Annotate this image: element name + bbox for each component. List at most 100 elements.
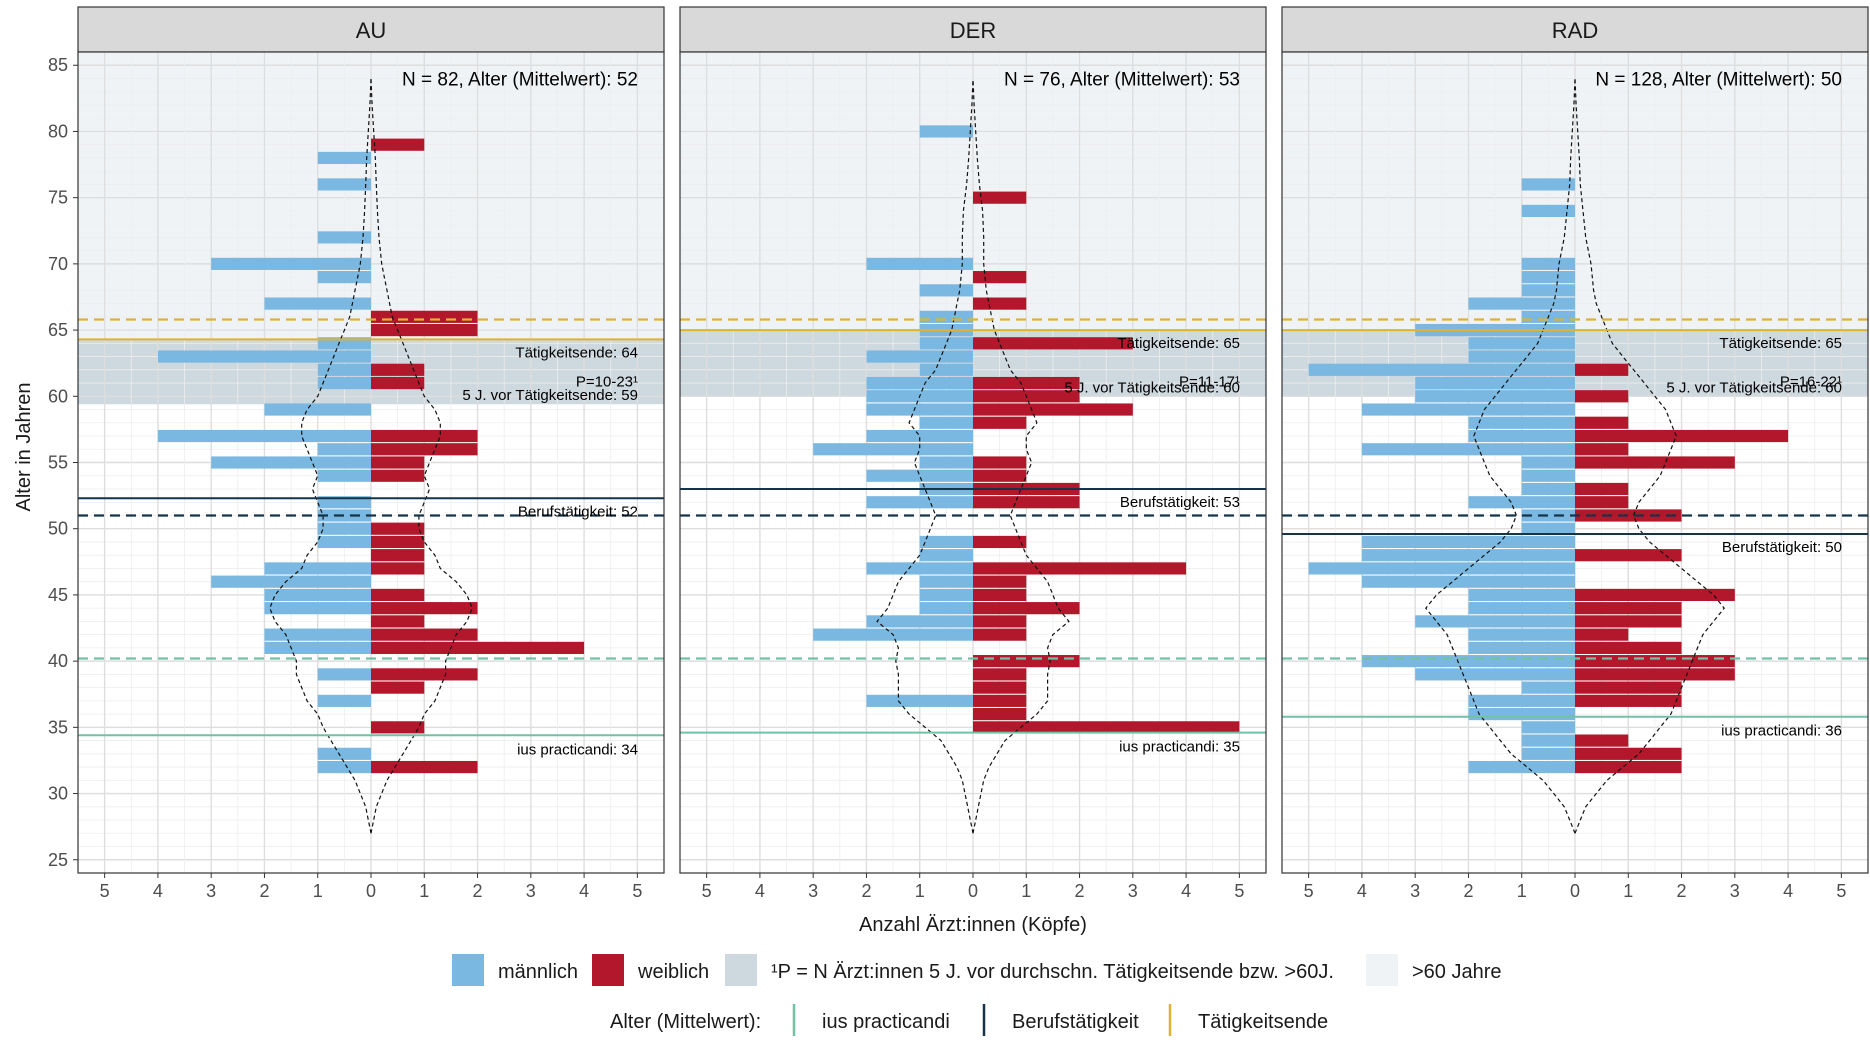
- bar-male: [1521, 522, 1575, 535]
- bar-female: [1575, 390, 1629, 403]
- bar-male: [317, 509, 371, 522]
- ius-label: ius practicandi: 36: [1721, 723, 1842, 740]
- bar-male: [919, 337, 973, 350]
- bar-male: [1361, 549, 1575, 562]
- legend-title-alter: Alter (Mittelwert):: [610, 1011, 761, 1033]
- bar-female: [371, 323, 478, 337]
- panel-strip: [77, 6, 665, 53]
- y-tick-label: 70: [48, 254, 68, 274]
- x-tick-label: 1: [915, 881, 925, 901]
- bar-male: [1308, 363, 1575, 376]
- bar-female: [973, 588, 1027, 602]
- bar-female: [973, 403, 1133, 416]
- bar-male: [317, 522, 371, 535]
- x-tick-label: 0: [1570, 881, 1580, 901]
- bar-female: [1575, 655, 1735, 668]
- bar-male: [919, 602, 973, 615]
- bar-male: [1521, 509, 1575, 522]
- bar-female: [973, 721, 1240, 734]
- bar-female: [1575, 668, 1735, 681]
- bar-female: [1575, 641, 1682, 654]
- bar-female: [1575, 681, 1682, 694]
- bar-male: [1468, 337, 1575, 350]
- x-tick-label: 1: [1517, 881, 1527, 901]
- x-tick-label: 3: [206, 881, 216, 901]
- bar-female: [371, 641, 585, 654]
- x-tick-label: 1: [1623, 881, 1633, 901]
- bar-female: [371, 562, 425, 575]
- legend-line-label-3: Tätigkeitsende: [1198, 1011, 1328, 1033]
- summary-label: N = 128, Alter (Mittelwert): 50: [1595, 69, 1842, 90]
- x-tick-label: 4: [579, 881, 589, 901]
- bar-male: [1521, 721, 1575, 734]
- bar-male: [317, 535, 371, 549]
- bar-male: [919, 575, 973, 588]
- legend-line-label-1: ius practicandi: [822, 1011, 950, 1033]
- p-label: P=16-22¹: [1780, 373, 1842, 390]
- x-tick-label: 5: [702, 881, 712, 901]
- legend-label-4: >60 Jahre: [1412, 961, 1502, 983]
- bar-male: [317, 469, 371, 482]
- five-years-label: 5 J. vor Tätigkeitsende: 60: [1666, 379, 1842, 396]
- bar-male: [919, 588, 973, 602]
- bar-male: [1521, 681, 1575, 694]
- bar-male: [1361, 443, 1575, 456]
- bar-male: [866, 429, 973, 443]
- x-tick-label: 2: [1677, 881, 1687, 901]
- y-tick-label: 50: [48, 519, 68, 539]
- bar-female: [1575, 549, 1682, 562]
- bar-female: [1575, 694, 1682, 707]
- bar-male: [919, 125, 973, 138]
- panel-strip-title: AU: [356, 18, 387, 43]
- bar-female: [371, 456, 425, 469]
- bar-female: [973, 416, 1027, 429]
- bar-male: [919, 456, 973, 469]
- panel-au: AU N = 82, Alter (Mittelwert): 52 Tätigkei…: [77, 6, 665, 901]
- bar-female: [973, 668, 1027, 681]
- bar-male: [1521, 482, 1575, 496]
- bar-male: [317, 694, 371, 707]
- beruf-label: Berufstätigkeit: 50: [1722, 539, 1842, 556]
- bar-male: [813, 443, 973, 456]
- bar-female: [371, 376, 425, 390]
- y-tick-label: 65: [48, 320, 68, 340]
- bar-female: [973, 376, 1080, 390]
- x-tick-label: 5: [1304, 881, 1314, 901]
- bar-male: [866, 257, 973, 270]
- x-tick-label: 4: [1181, 881, 1191, 901]
- five-years-label: 5 J. vor Tätigkeitsende: 59: [462, 387, 638, 404]
- bar-female: [973, 628, 1027, 641]
- x-tick-label: 4: [1783, 881, 1793, 901]
- taetigkeit-label: Tätigkeitsende: 65: [1117, 335, 1240, 352]
- x-tick-label: 2: [861, 881, 871, 901]
- x-tick-label: 1: [1021, 881, 1031, 901]
- bar-male: [1468, 760, 1575, 774]
- density-male: [1425, 78, 1576, 834]
- bar-female: [1575, 496, 1629, 509]
- panel-strip-title: DER: [950, 18, 996, 43]
- bar-male: [1308, 562, 1575, 575]
- bar-male: [317, 363, 371, 376]
- bar-male: [866, 562, 973, 575]
- bar-female: [973, 297, 1027, 310]
- x-tick-label: 2: [259, 881, 269, 901]
- bar-male: [1521, 178, 1575, 191]
- bar-female: [1575, 588, 1735, 602]
- bar-male: [1521, 456, 1575, 469]
- taetigkeit-label: Tätigkeitsende: 64: [515, 344, 638, 361]
- bar-male: [211, 575, 371, 588]
- y-tick-label: 35: [48, 717, 68, 737]
- bar-male: [157, 350, 371, 363]
- bars: [157, 138, 585, 774]
- bar-female: [371, 522, 425, 535]
- five-years-label: 5 J. vor Tätigkeitsende: 60: [1064, 379, 1240, 396]
- bar-male: [919, 535, 973, 549]
- bar-female: [973, 681, 1027, 694]
- x-tick-label: 4: [153, 881, 163, 901]
- bar-female: [973, 602, 1080, 615]
- summary-label: N = 82, Alter (Mittelwert): 52: [402, 69, 638, 90]
- bar-male: [866, 615, 973, 628]
- bar-female: [1575, 615, 1682, 628]
- x-tick-label: 4: [1357, 881, 1367, 901]
- x-tick-label: 3: [1128, 881, 1138, 901]
